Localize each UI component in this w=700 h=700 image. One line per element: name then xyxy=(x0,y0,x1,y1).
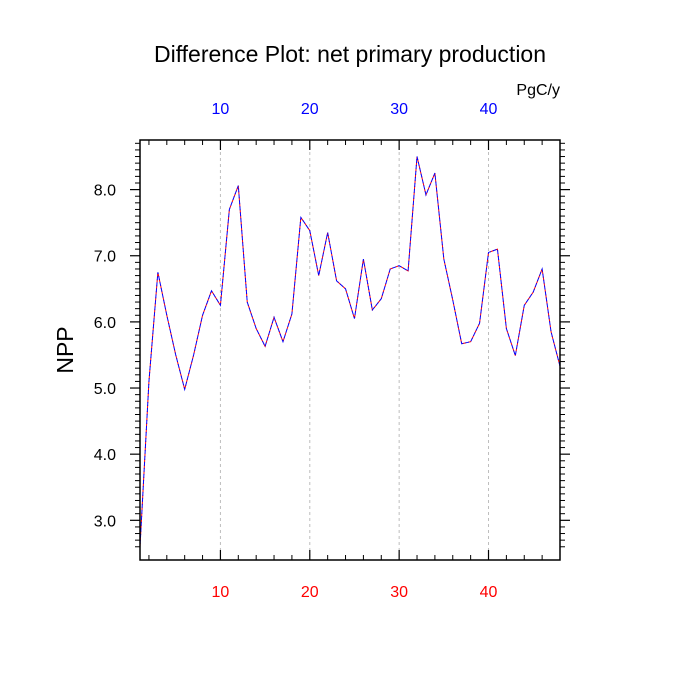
y-tick-label: 5.0 xyxy=(94,381,116,398)
chart-title: Difference Plot: net primary production xyxy=(154,41,546,67)
y-axis-label: NPP xyxy=(52,326,78,373)
y-tick-label: 6.0 xyxy=(94,315,116,332)
y-tick-label: 7.0 xyxy=(94,249,116,266)
series-line-blue xyxy=(140,156,560,547)
series-lines xyxy=(140,156,560,547)
x-tick-label-bottom: 30 xyxy=(390,584,408,601)
plot-frame xyxy=(139,139,561,561)
x-tick-label-bottom: 20 xyxy=(301,584,319,601)
axis-ticks xyxy=(130,140,570,560)
y-tick-label: 3.0 xyxy=(94,513,116,530)
x-tick-label-bottom: 40 xyxy=(480,584,498,601)
x-tick-label-bottom: 10 xyxy=(212,584,230,601)
series-line-red xyxy=(140,156,560,547)
x-tick-label-top: 40 xyxy=(480,101,498,118)
x-tick-label-top: 20 xyxy=(301,101,319,118)
x-tick-label-top: 10 xyxy=(212,101,230,118)
grid-lines xyxy=(219,140,490,560)
tick-labels: 10 10 20 20 30 30 40 40 3.0 4.0 5.0 6.0 7.0 8.0 xyxy=(94,101,498,601)
x-tick-label-top: 30 xyxy=(390,101,408,118)
y-tick-label: 4.0 xyxy=(94,447,116,464)
y-tick-label: 8.0 xyxy=(94,183,116,200)
units-label: PgC/y xyxy=(516,82,560,99)
